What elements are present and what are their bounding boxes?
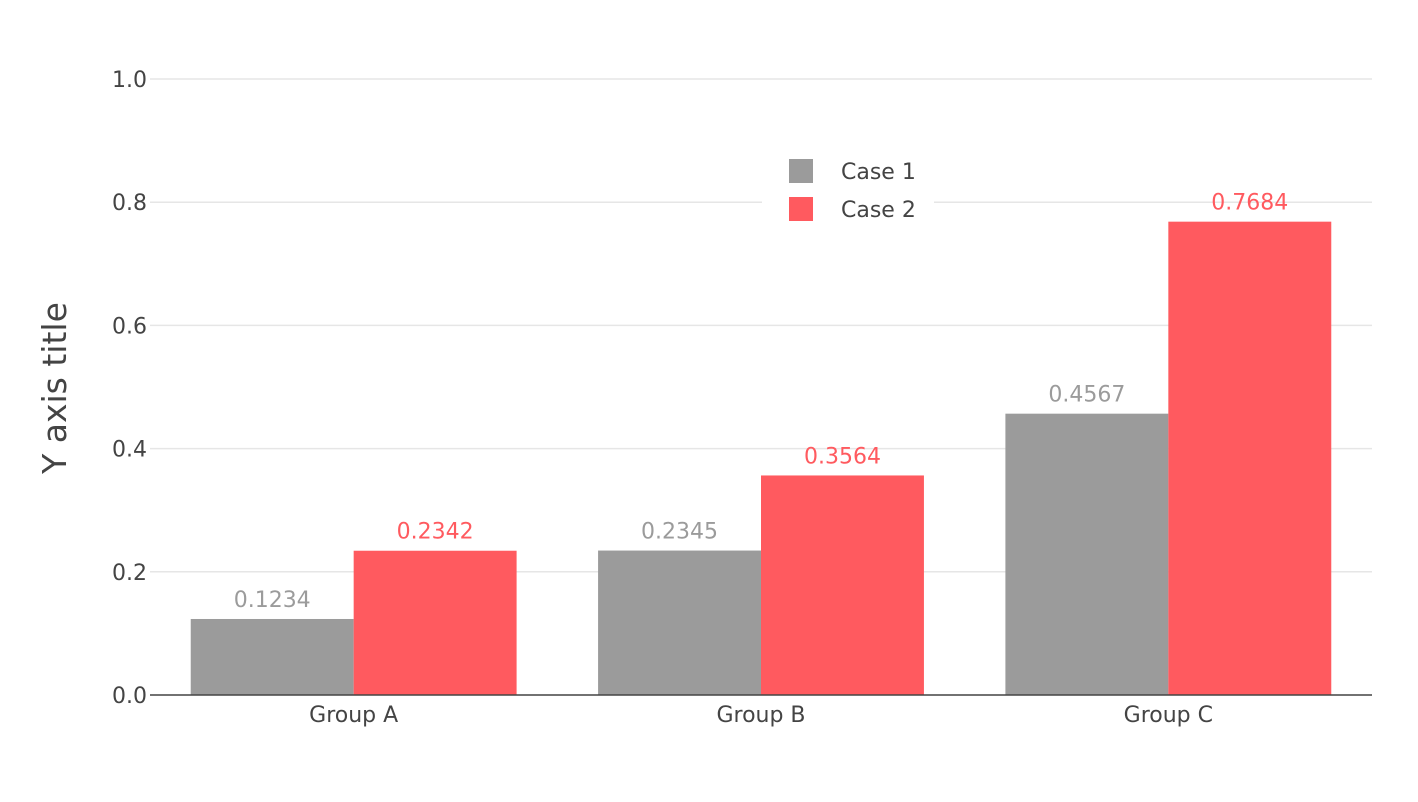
x-tick-label: Group C <box>1124 703 1213 728</box>
value-labels: 0.1234 0.2342 0.2345 0.3564 0.4567 0.7684 <box>234 191 1289 613</box>
y-tick-label: 0.4 <box>112 438 147 463</box>
y-tick-label: 0.2 <box>112 561 147 586</box>
legend-label-case-1[interactable]: Case 1 <box>841 160 916 185</box>
bar-value-label: 0.2342 <box>397 520 474 545</box>
bar-case-1-group-a[interactable] <box>190 618 354 695</box>
bar-value-label: 0.2345 <box>641 520 718 545</box>
x-tick-label: Group B <box>716 703 805 728</box>
bar-case-2-group-b[interactable] <box>761 475 924 695</box>
bar-case-1-group-c[interactable] <box>1005 413 1169 695</box>
x-tick-label: Group A <box>309 703 398 728</box>
y-tick-label: 1.0 <box>112 68 147 93</box>
y-tick-label: 0.0 <box>112 684 147 709</box>
bar-case-2-group-a[interactable] <box>353 550 517 695</box>
y-tick-label: 0.6 <box>112 314 147 339</box>
legend-label-case-2[interactable]: Case 2 <box>841 198 916 223</box>
legend: Case 1 Case 2 <box>762 150 934 232</box>
bars <box>190 221 1332 696</box>
legend-swatch-case-2[interactable] <box>789 197 813 221</box>
y-axis-ticks: 0.0 0.2 0.4 0.6 0.8 1.0 <box>112 68 147 709</box>
legend-swatch-case-1[interactable] <box>789 159 813 183</box>
bar-case-1-group-b[interactable] <box>598 550 761 695</box>
bar-value-label: 0.4567 <box>1048 383 1125 408</box>
bar-value-label: 0.1234 <box>234 588 311 613</box>
bar-value-label: 0.3564 <box>804 444 881 469</box>
bar-case-2-group-c[interactable] <box>1168 221 1332 696</box>
y-axis-title: Y axis title <box>35 302 74 475</box>
y-tick-label: 0.8 <box>112 191 147 216</box>
bar-value-label: 0.7684 <box>1211 191 1288 216</box>
x-axis-ticks: Group A Group B Group C <box>309 703 1213 728</box>
